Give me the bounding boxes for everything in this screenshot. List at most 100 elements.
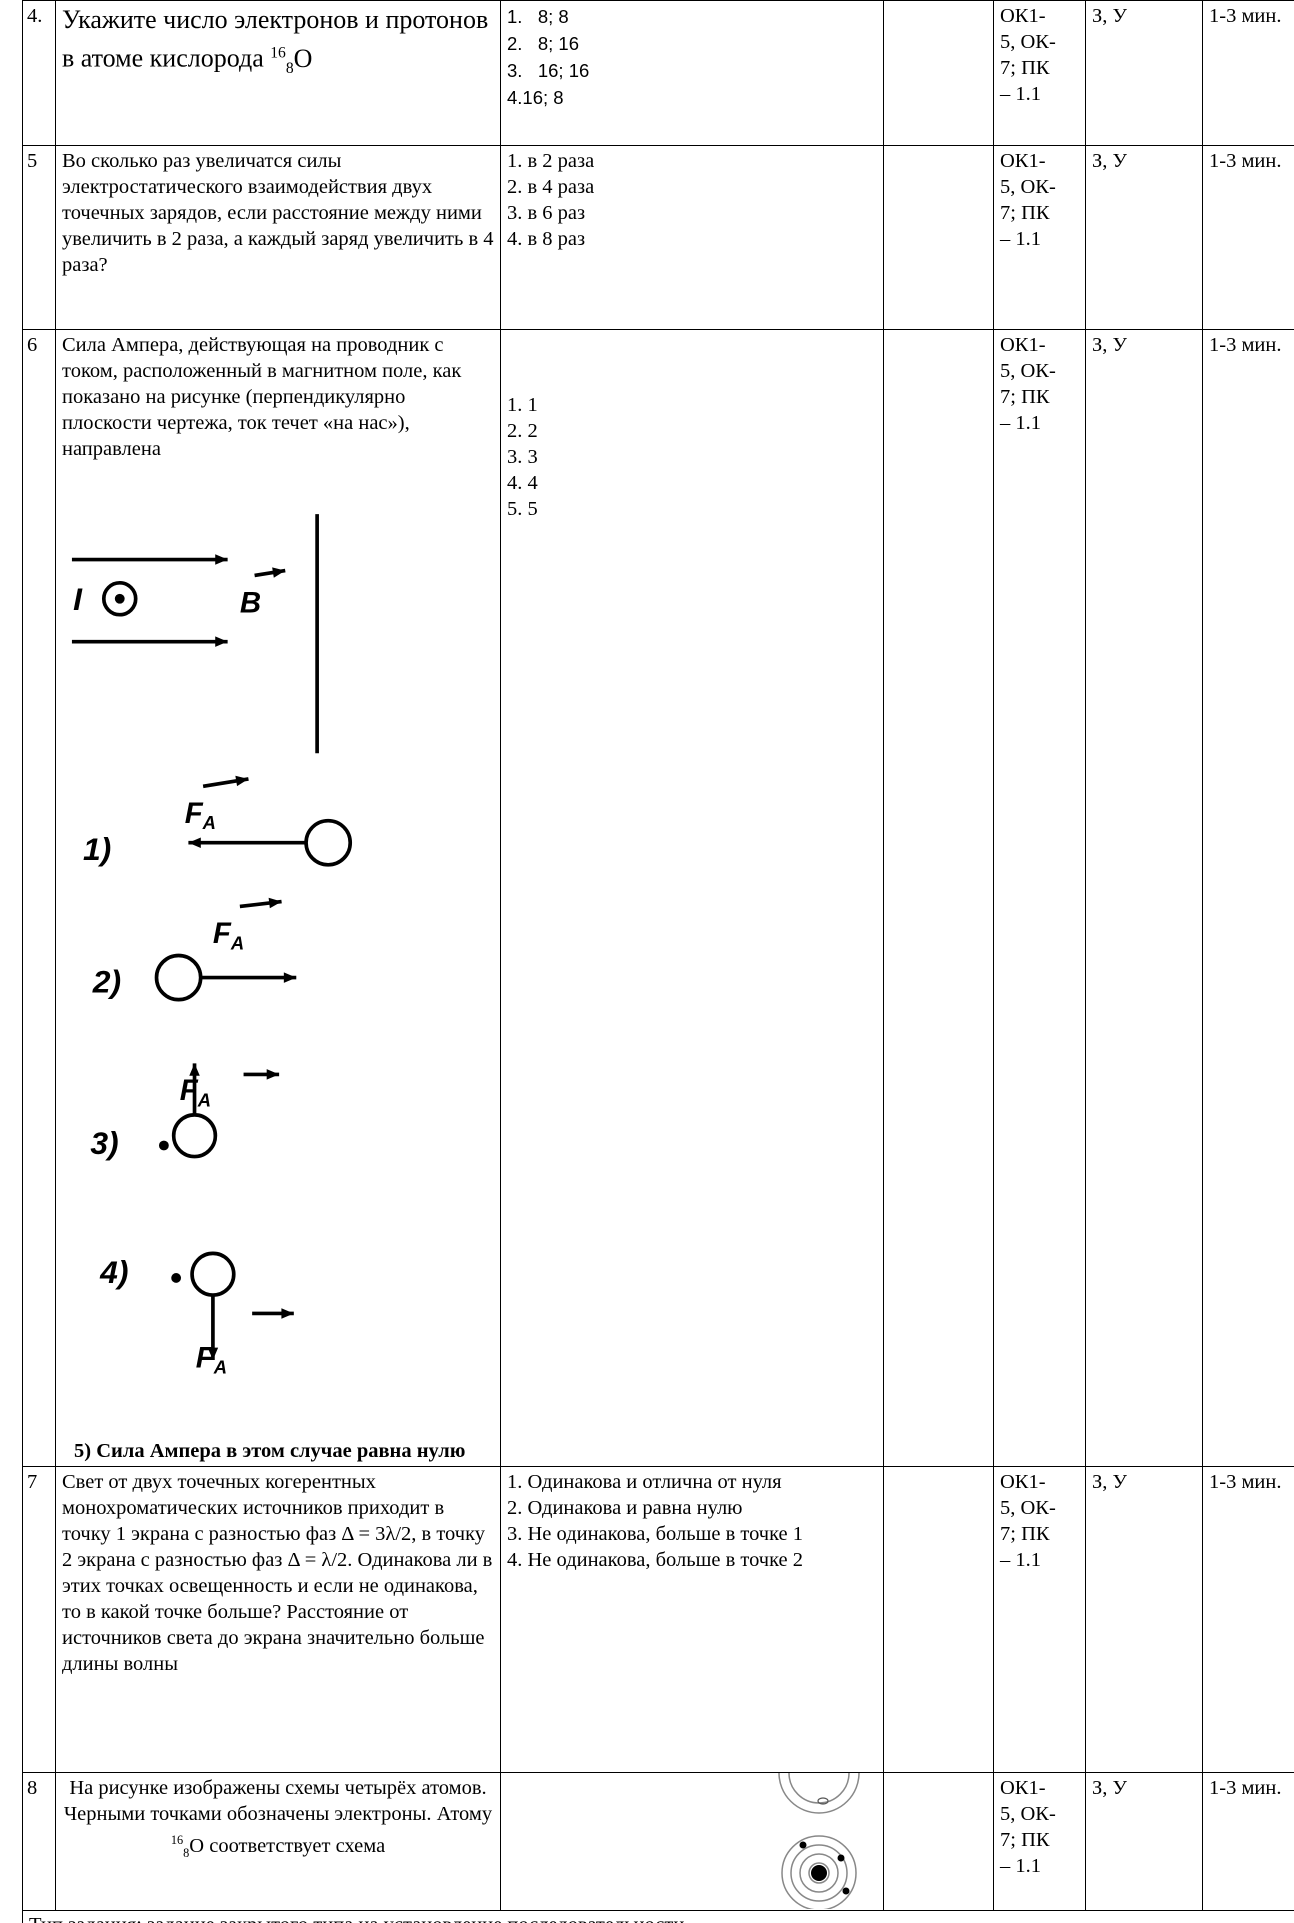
answer-option: 2. в 4 раза — [507, 176, 595, 198]
figure-shape — [811, 1865, 827, 1881]
question-text: Свет от двух точечных когерентных монохр… — [62, 1471, 493, 1675]
isotope: 168O — [171, 1833, 205, 1860]
answer-option: 5. 5 — [507, 498, 538, 520]
question-text: На рисунке изображены схемы четырёх атом… — [63, 1777, 493, 1825]
competence-line: 7; ПК — [1000, 57, 1050, 79]
answer-option: 1. 8; 8 — [507, 6, 569, 27]
answer-option: 1. Одинакова и отлична от нуля — [507, 1471, 782, 1493]
arrow-head — [272, 567, 286, 578]
answer-option: 4. в 8 раз — [507, 228, 586, 250]
isotope: 168O — [270, 43, 313, 77]
competence-line: ОК1- — [1000, 334, 1046, 356]
time-cell: 1-3 мин. — [1202, 329, 1294, 1467]
competence-line: – 1.1 — [1000, 83, 1041, 105]
competence-line: – 1.1 — [1000, 412, 1041, 434]
arrow-head — [189, 1063, 200, 1076]
arrow-head — [188, 837, 201, 848]
question-cell: Во сколько раз увеличатся силы электрост… — [55, 145, 501, 330]
time-cell: 1-3 мин. — [1202, 1466, 1294, 1773]
answer-option: 3. в 6 раз — [507, 202, 586, 224]
table-row: 7 Свет от двух точечных когерентных монох… — [22, 1466, 1294, 1773]
level-cell: З, У — [1085, 1466, 1203, 1773]
empty-cell — [883, 1466, 994, 1773]
answer-option: 3. 16; 16 — [507, 60, 590, 81]
figure-label: 4) — [99, 1254, 128, 1290]
figure-shape — [171, 1273, 182, 1283]
table-row: 4. Укажите число электронов и протонов в … — [22, 0, 1294, 146]
figure-shape — [190, 1251, 236, 1297]
task-number: 8 — [22, 1772, 56, 1911]
figure-shape — [799, 1841, 807, 1849]
figure-shape — [781, 1835, 857, 1909]
arrow-head — [235, 775, 249, 787]
question-cell: На рисунке изображены схемы четырёх атом… — [55, 1772, 501, 1911]
figure-label-index: A — [213, 1357, 227, 1378]
competence-line: ОК1- — [1000, 1777, 1046, 1799]
answer-option: 4. 4 — [507, 472, 538, 494]
competence-line: 5, ОК- — [1000, 1497, 1056, 1519]
competence-line: – 1.1 — [1000, 1549, 1041, 1571]
arrow-head — [215, 554, 228, 565]
competence-line: – 1.1 — [1000, 228, 1041, 250]
figure-shape — [799, 1853, 839, 1893]
competence-cell: ОК1- 5, ОК- 7; ПК – 1.1 — [993, 1466, 1086, 1773]
question-text: Во сколько раз увеличатся силы электрост… — [62, 150, 494, 276]
competence-line: ОК1- — [1000, 150, 1046, 172]
task-number: 5 — [22, 145, 56, 330]
figure-shape — [171, 1113, 218, 1159]
answers-cell: 1. в 2 раза 2. в 4 раза 3. в 6 раз 4. в 8 р… — [500, 145, 884, 330]
isotope-symbol: O — [293, 43, 313, 73]
figure-caption: 5) Сила Ампера в этом случае равна нулю — [74, 1440, 466, 1462]
answer-option: 2. 2 — [507, 420, 538, 442]
question-cell: Укажите число электронов и протонов в ат… — [55, 0, 501, 146]
answer-option: 4.16; 8 — [507, 87, 564, 108]
figure-shape — [778, 1773, 860, 1814]
figure-shape — [817, 1797, 829, 1805]
question-cell: Сила Ампера, действующая на проводник с … — [55, 329, 501, 1467]
level-cell: З, У — [1085, 145, 1203, 330]
arrow-head — [207, 1347, 219, 1361]
table-row: 5 Во сколько раз увеличатся силы электрос… — [22, 145, 1294, 330]
competence-line: ОК1- — [1000, 5, 1046, 27]
empty-cell — [883, 1772, 994, 1911]
competence-cell: ОК1- 5, ОК- 7; ПК – 1.1 — [993, 329, 1086, 1467]
atom-scheme — [778, 1773, 860, 1909]
arrow-head — [215, 636, 228, 647]
competence-line: 7; ПК — [1000, 202, 1050, 224]
answer-option: 2. 8; 16 — [507, 33, 579, 54]
figure-label-index: A — [230, 932, 244, 953]
figure-label: 2) — [92, 963, 121, 999]
competence-line: 7; ПК — [1000, 1523, 1050, 1545]
question-text: Укажите число электронов и протонов в ат… — [62, 5, 489, 73]
answer-option: 2. Одинакова и равна нулю — [507, 1497, 743, 1519]
figure-label: FA — [196, 1341, 227, 1377]
figure-label: FA — [213, 917, 244, 953]
question-text: Сила Ампера, действующая на проводник с … — [62, 334, 462, 460]
question-text-end: соответствует схема — [209, 1834, 386, 1857]
figure-label: FA — [185, 797, 216, 833]
figure-shape — [154, 953, 203, 1002]
competence-cell: ОК1- 5, ОК- 7; ПК – 1.1 — [993, 0, 1086, 146]
table-row: 8 На рисунке изображены схемы четырёх ато… — [22, 1772, 1294, 1911]
competence-line: 5, ОК- — [1000, 1803, 1056, 1825]
level-cell: З, У — [1085, 1772, 1203, 1911]
figure-shape — [101, 580, 138, 617]
figure-label: 1) — [83, 831, 111, 867]
time-cell: 1-3 мин. — [1202, 1772, 1294, 1911]
empty-cell — [883, 329, 994, 1467]
footer-text: Тип задания: задание закрытого типа на у… — [22, 1910, 1294, 1923]
answers-cell: 1. 8; 8 2. 8; 16 3. 16; 16 4.16; 8 — [500, 0, 884, 146]
competence-cell: ОК1- 5, ОК- 7; ПК – 1.1 — [993, 1772, 1086, 1911]
isotope-symbol: O — [189, 1834, 205, 1857]
figure-shape — [808, 1862, 830, 1884]
table-row: 6 Сила Ампера, действующая на проводник с… — [22, 329, 1294, 1467]
time-cell: 1-3 мин. — [1202, 145, 1294, 330]
competence-line: ОК1- — [1000, 1471, 1046, 1493]
competence-line: 7; ПК — [1000, 1829, 1050, 1851]
level-cell: З, У — [1085, 329, 1203, 1467]
question-cell: Свет от двух точечных когерентных монохр… — [55, 1466, 501, 1773]
answer-option: 1. в 2 раза — [507, 150, 595, 172]
figure-label-index: A — [197, 1089, 211, 1110]
answers-cell: 1. Одинакова и отлична от нуля 2. Одинако… — [500, 1466, 884, 1773]
